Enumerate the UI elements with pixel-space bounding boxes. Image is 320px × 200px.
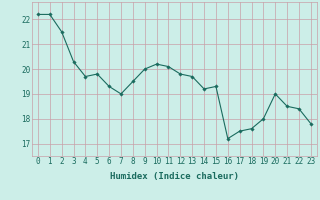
X-axis label: Humidex (Indice chaleur): Humidex (Indice chaleur) [110, 172, 239, 181]
